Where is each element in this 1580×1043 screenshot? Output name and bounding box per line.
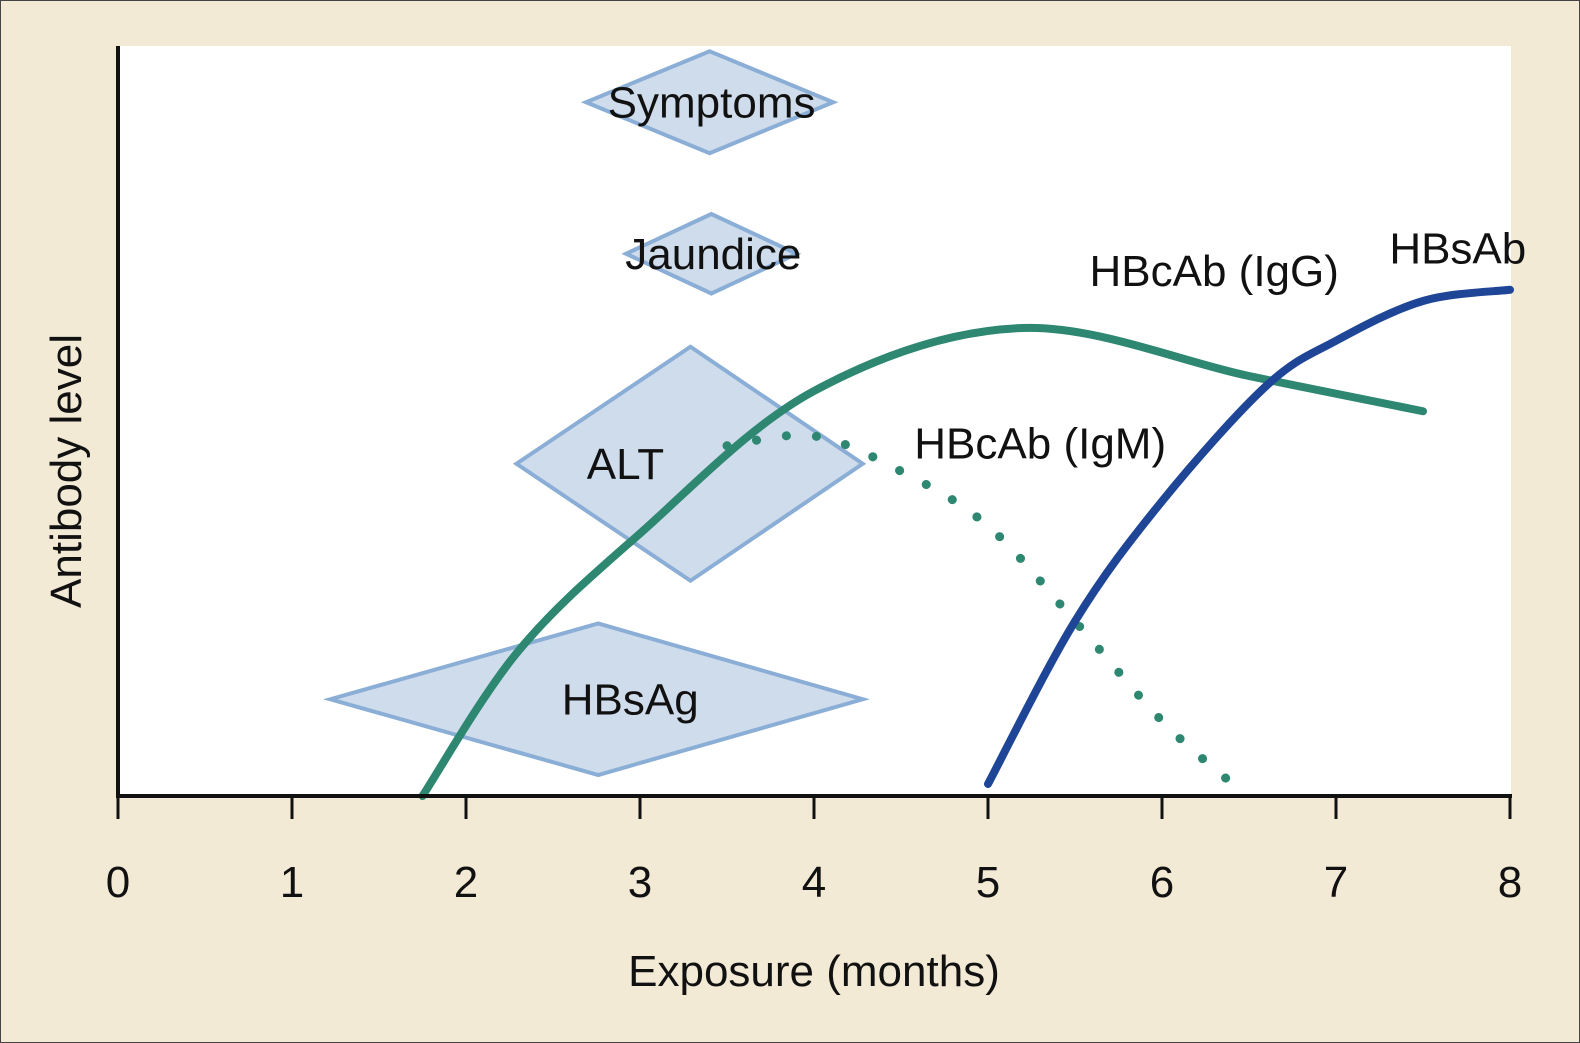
series-label: HBcAb (IgM) xyxy=(914,420,1166,469)
x-tick-label: 0 xyxy=(106,858,130,907)
x-tick-label: 8 xyxy=(1498,858,1522,907)
marker-diamond xyxy=(580,49,839,156)
marker-label: ALT xyxy=(587,440,664,489)
x-tick-label: 4 xyxy=(802,858,826,907)
series-label: HBcAb (IgG) xyxy=(1090,247,1339,296)
marker-diamond xyxy=(621,211,802,296)
x-tick-label: 6 xyxy=(1150,858,1174,907)
marker-diamond xyxy=(322,621,870,778)
series-line-hbcab-igg xyxy=(418,323,1427,800)
x-tick-label: 1 xyxy=(280,858,304,907)
y-axis-label: Antibody level xyxy=(42,334,91,608)
series-label: HBsAb xyxy=(1389,225,1526,274)
marker-label: Symptoms xyxy=(608,78,816,127)
x-tick-label: 2 xyxy=(454,858,478,907)
marker-label: Jaundice xyxy=(625,230,801,279)
series-line-hbcab-igm xyxy=(722,430,1237,788)
x-axis-label: Exposure (months) xyxy=(628,947,1000,996)
x-tick-label: 3 xyxy=(628,858,652,907)
marker-label: HBsAg xyxy=(562,675,699,724)
x-tick-label: 5 xyxy=(976,858,1000,907)
series-line-hbsab xyxy=(984,285,1514,788)
plot-area xyxy=(118,46,1511,796)
x-tick-label: 7 xyxy=(1324,858,1348,907)
